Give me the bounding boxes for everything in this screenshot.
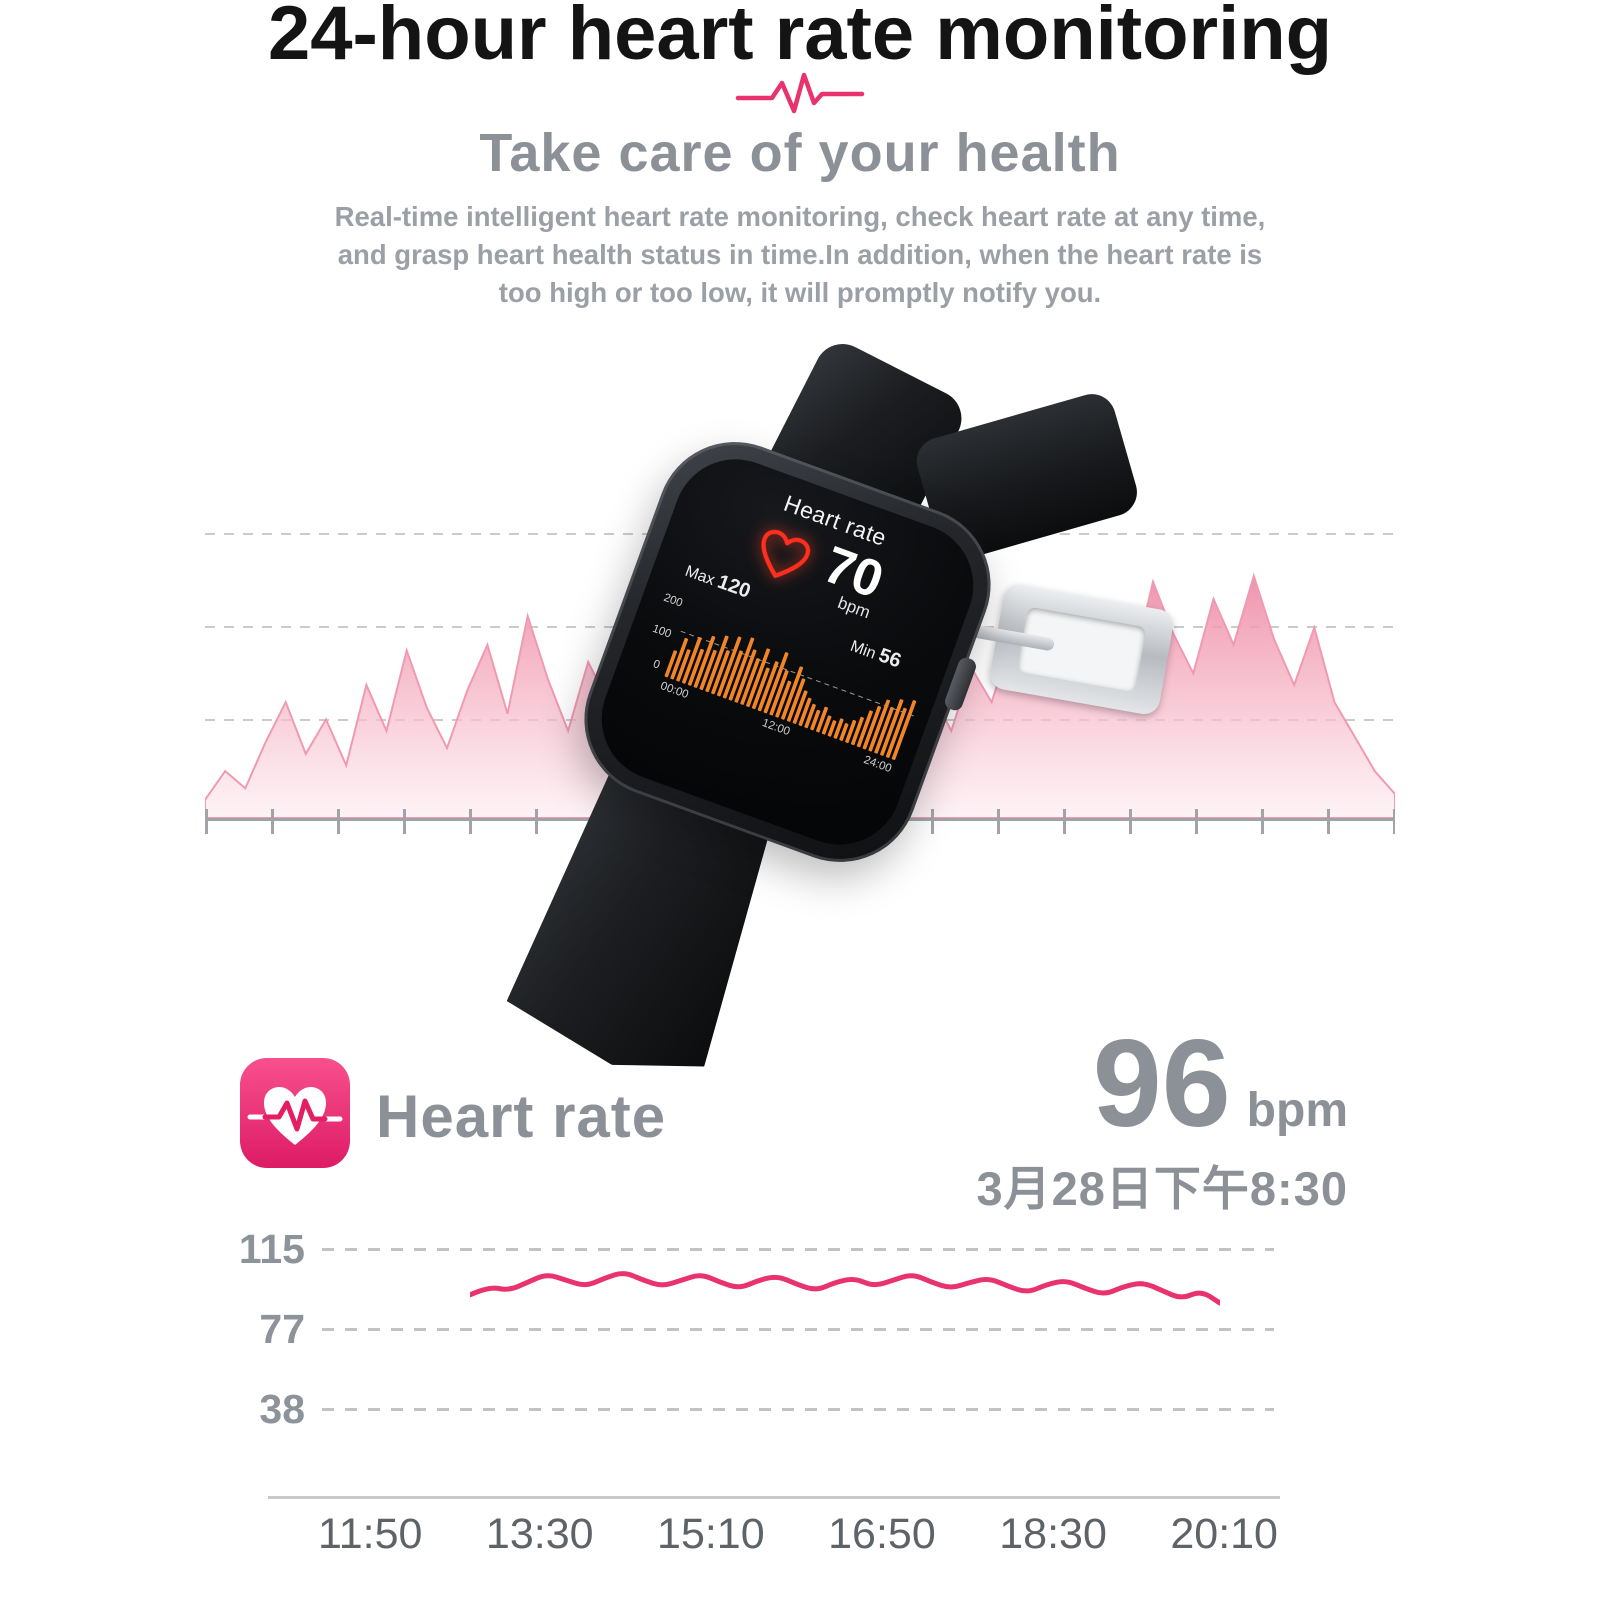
- smartwatch: Heart rate 70 bpm Max120: [615, 334, 1176, 836]
- daily-heart-rate-line: [470, 1271, 1220, 1306]
- heart-rate-unit: bpm: [1246, 1084, 1348, 1137]
- chart-baseline: [268, 1496, 1280, 1499]
- min-value: 56: [875, 644, 905, 673]
- x-tick: 16:50: [828, 1510, 936, 1558]
- x-tick: 11:50: [318, 1510, 423, 1558]
- heart-rate-app-icon: [240, 1058, 350, 1168]
- watch-body: Heart rate 70 bpm Max120: [562, 420, 1013, 884]
- heart-rate-reading: 96 bpm 3月28日下午8:30: [976, 1015, 1349, 1219]
- y-tick: 100: [650, 622, 673, 641]
- x-tick: 13:30: [485, 1510, 594, 1558]
- description-line: too high or too low, it will promptly no…: [498, 277, 1102, 308]
- description-line: Real-time intelligent heart rate monitor…: [334, 201, 1266, 232]
- section-subtitle: Take care of your health: [479, 123, 1121, 183]
- min-label: Min: [848, 637, 879, 663]
- heart-rate-datetime: 3月28日下午8:30: [976, 1162, 1348, 1215]
- x-tick: 18:30: [999, 1510, 1107, 1558]
- watch-chart-bars: [664, 630, 917, 760]
- heart-rate-value: 96: [1092, 1015, 1231, 1153]
- watch-screen: Heart rate 70 bpm Max120: [584, 441, 991, 863]
- description-line: and grasp heart health status in time.In…: [337, 239, 1263, 270]
- watch-screen-chart: 200 100 0 00:00 12:00 24:00: [622, 592, 922, 795]
- smartwatch-rotated-group: Heart rate 70 bpm Max120: [562, 334, 1176, 884]
- y-tick: 0: [651, 658, 662, 672]
- watch-current-reading: 70 bpm: [675, 490, 960, 649]
- heartbeat-pulse-icon: [735, 72, 865, 114]
- chart-y-tick: 115: [238, 1226, 305, 1272]
- heart-icon: [761, 529, 810, 578]
- chart-gridline: [322, 1408, 1274, 1411]
- chart-gridline: [322, 1248, 1274, 1251]
- chart-y-tick: 77: [259, 1306, 305, 1352]
- x-tick: 20:10: [1170, 1510, 1278, 1558]
- max-label: Max: [682, 562, 717, 590]
- page-title: 24-hour heart rate monitoring: [267, 0, 1333, 76]
- x-tick: 15:10: [657, 1510, 765, 1558]
- description: Real-time intelligent heart rate monitor…: [0, 198, 1600, 312]
- heart-rate-label: Heart rate: [376, 1083, 667, 1150]
- chart-gridline: [322, 1328, 1274, 1331]
- watch-buckle-hole: [1016, 606, 1147, 693]
- chart-y-tick: 38: [259, 1386, 305, 1432]
- chart-x-axis: 11:50 13:30 15:10 16:50 18:30 20:10: [318, 1510, 1278, 1559]
